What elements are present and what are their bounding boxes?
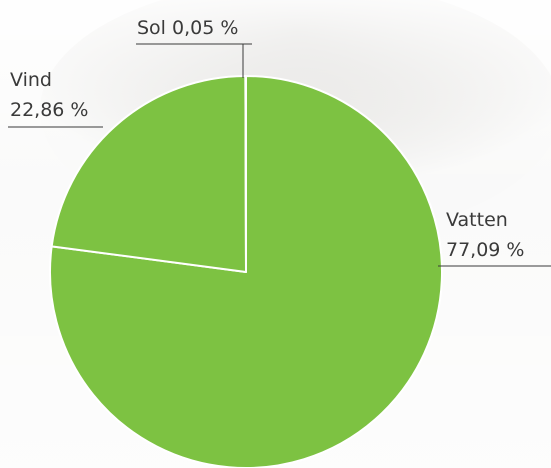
slice-name: Vind	[10, 69, 52, 91]
pie-slice	[50, 75, 247, 273]
pie	[49, 75, 443, 468]
pie-slice	[244, 75, 247, 273]
slice-label: Sol 0,05 %	[137, 17, 238, 39]
slice-value-label: 0,05 %	[172, 17, 238, 39]
pie-slice	[49, 75, 443, 468]
labels: Vatten 77,09 % Vind 22,86 % Sol 0,05 %	[8, 17, 551, 267]
slice-value-label: 22,86 %	[10, 99, 89, 121]
slice-value-label: 77,09 %	[446, 239, 525, 261]
slice-name: Vatten	[446, 209, 508, 231]
slice-name: Sol	[137, 17, 166, 39]
